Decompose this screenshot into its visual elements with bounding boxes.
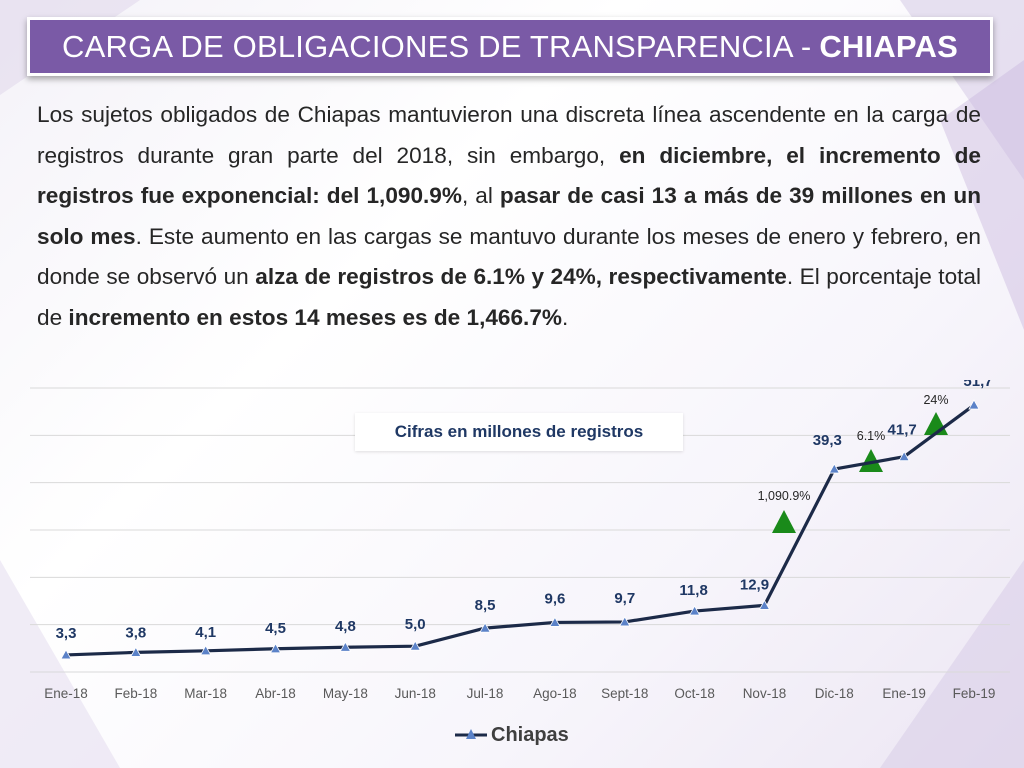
data-point-marker <box>619 616 631 627</box>
paragraph-text-1: Los sujetos obligados de Chiapas mantuvi… <box>37 102 981 168</box>
x-tick-label: Ene-19 <box>882 686 926 701</box>
paragraph-text-4: . El porcentaje total de <box>37 264 981 330</box>
data-label: 11,8 <box>679 582 707 599</box>
title-highlight: CHIAPAS <box>819 28 958 64</box>
paragraph-bold-1: en diciembre, el incremento de registros… <box>37 142 981 209</box>
data-point-marker <box>898 450 910 462</box>
paragraph-bold-3: alza de registros de 6.1% y 24%, respect… <box>255 264 787 289</box>
data-point-marker <box>200 645 212 656</box>
x-tick-label: Jun-18 <box>395 686 436 701</box>
data-label: 12,9 <box>740 576 769 593</box>
data-point-marker <box>60 649 72 660</box>
data-point-marker <box>409 640 421 651</box>
data-point-marker <box>479 622 491 633</box>
growth-annotation-label: 24% <box>923 393 948 407</box>
chart-series <box>60 399 980 660</box>
x-tick-label: Ene-18 <box>44 686 88 701</box>
growth-annotation-label: 1,090.9% <box>758 489 811 503</box>
x-tick-label: Nov-18 <box>743 686 787 701</box>
x-tick-label: Dic-18 <box>815 686 854 701</box>
chart-title-text: Cifras en millones de registros <box>394 422 644 441</box>
data-label: 3,8 <box>125 624 146 641</box>
data-point-marker <box>688 605 701 616</box>
data-label: 41,7 <box>888 422 917 439</box>
paragraph-bold-2: pasar de casi 13 a más de 39 millones en… <box>37 183 981 249</box>
data-label: 9,7 <box>614 590 635 607</box>
x-tick-label: Abr-18 <box>255 686 296 701</box>
series-line-chiapas <box>65 403 975 657</box>
title-text: CARGA DE OBLIGACIONES DE TRANSPARENCIA - <box>62 28 812 64</box>
data-label: 8,5 <box>475 597 496 614</box>
data-point-marker <box>549 616 561 627</box>
data-label: 39,3 <box>813 432 842 449</box>
paragraph-text-2: , al <box>461 183 500 208</box>
data-point-marker <box>828 463 840 474</box>
x-tick-label: Feb-19 <box>953 686 996 701</box>
data-point-marker <box>758 599 771 610</box>
legend-line-marker <box>455 729 487 739</box>
data-label: 9,6 <box>544 590 565 607</box>
data-label: 51,7 <box>963 380 992 390</box>
data-point-marker <box>339 641 352 652</box>
x-tick-label: May-18 <box>323 686 368 701</box>
x-tick-label: Sept-18 <box>601 686 648 701</box>
x-tick-label: Mar-18 <box>184 686 227 701</box>
chart-grid <box>30 387 1010 673</box>
x-tick-label: Ago-18 <box>533 686 577 701</box>
chart-data-labels: 3,3 3,8 4,1 4,5 4,8 5,0 8,5 9,6 9,7 11,8 12,9 39,3 4… <box>56 380 993 642</box>
paragraph-text-5: . <box>562 304 569 330</box>
legend-label: Chiapas <box>491 723 569 746</box>
description-paragraph: Los sujetos obligados de Chiapas mantuvi… <box>37 95 981 338</box>
paragraph-text-3: . Este aumento en las cargas se mantuvo … <box>37 223 981 290</box>
growth-triangle-icon <box>772 510 796 533</box>
growth-annotation-label: 6.1% <box>857 429 886 443</box>
data-label: 4,1 <box>195 624 216 641</box>
page-title: CARGA DE OBLIGACIONES DE TRANSPARENCIA -… <box>27 17 993 76</box>
chart-title: Cifras en millones de registros <box>355 413 683 451</box>
data-label: 3,3 <box>56 625 77 642</box>
data-point-marker <box>269 642 282 654</box>
data-point-marker <box>130 646 142 657</box>
x-tick-label: Jul-18 <box>467 686 504 701</box>
data-label: 4,5 <box>265 620 286 637</box>
chart-legend: Chiapas <box>455 722 569 748</box>
paragraph-bold-4: incremento en estos 14 meses es de 1,466… <box>68 304 562 330</box>
data-label: 5,0 <box>405 616 426 633</box>
data-label: 4,8 <box>335 618 356 635</box>
x-tick-label: Oct-18 <box>674 686 715 701</box>
data-point-marker <box>968 399 980 410</box>
x-tick-label: Feb-18 <box>114 686 157 701</box>
chart-x-axis: Ene-18 Feb-18 Mar-18 Abr-18 May-18 Jun-18 Jul-… <box>44 686 995 701</box>
chart-annotations: 1,090.9% 6.1% 24% <box>758 393 949 533</box>
growth-triangle-icon <box>859 449 883 472</box>
line-chart: 1,090.9% 6.1% 24% 3,3 3,8 4,1 4,5 4,8 5,0 8,5 9,6… <box>30 380 1010 701</box>
